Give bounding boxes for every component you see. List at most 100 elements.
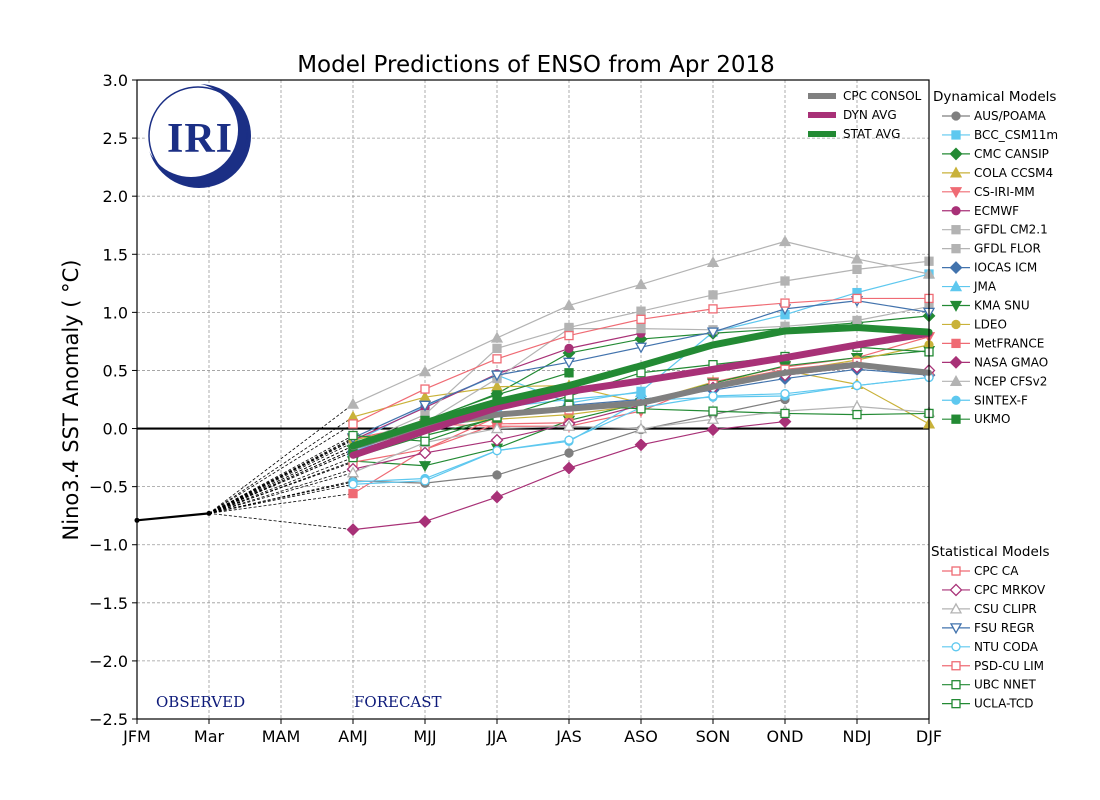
legend-label-cmc-cansip: CMC CANSIP — [974, 147, 1049, 161]
legend-item-dyn-avg: DYN AVG — [808, 108, 897, 122]
point-gfdl-cm2-1-6 — [780, 276, 790, 286]
y-tick-label-0: −2.5 — [89, 710, 128, 729]
point-gfdl-cm2-1-2 — [492, 343, 502, 354]
x-tick-label-ond: OND — [767, 727, 804, 746]
point-kma-snu-1 — [418, 461, 432, 473]
legend-label-iocas-icm: IOCAS ICM — [974, 261, 1037, 275]
y-tick-label-10: 2.5 — [103, 129, 128, 148]
x-tick-label-jfm: JFM — [122, 727, 151, 746]
point-csu-clipr-5 — [706, 412, 720, 424]
legend-label-cpc-ca: CPC CA — [974, 564, 1019, 578]
series-dyn-avg — [349, 329, 933, 459]
point-ecmwf-3 — [564, 343, 574, 354]
legend-item-psd-cu-lim: PSD-CU LIM — [942, 659, 1044, 673]
legend-label-jma: JMA — [973, 280, 997, 294]
point-ncep-cfsv2-3 — [562, 299, 576, 311]
legend-marker-bcc-csm11m — [951, 130, 961, 140]
legend-label-psd-cu-lim: PSD-CU LIM — [974, 659, 1044, 673]
legend: Dynamical Models Statistical Models CPC … — [808, 89, 1058, 711]
x-tick-label-aso: ASO — [624, 727, 658, 746]
legend-label-csu-clipr: CSU CLIPR — [974, 602, 1037, 616]
point-fsu-regr-1 — [418, 400, 432, 412]
legend-label-cpc-consol: CPC CONSOL — [843, 89, 922, 103]
legend-item-cpc-mrkov: CPC MRKOV — [942, 583, 1046, 597]
legend-label-kma-snu: KMA SNU — [974, 299, 1030, 313]
point-ucla-tcd-0 — [348, 430, 358, 441]
plot-frame — [136, 79, 930, 720]
x-tick-label-son: SON — [696, 727, 731, 746]
point-ucla-tcd-7 — [852, 409, 862, 420]
point-fsu-regr-2 — [490, 370, 504, 382]
point-nasa-gmao-4 — [634, 438, 648, 452]
point-cpc-mrkov-1 — [418, 446, 432, 460]
legend-item-kma-snu: KMA SNU — [942, 299, 1030, 313]
legend-label-stat-avg: STAT AVG — [843, 127, 900, 141]
point-ntu-coda-5 — [708, 391, 718, 401]
legend-item-ubc-nnet: UBC NNET — [942, 678, 1037, 692]
point-psd-cu-lim-1 — [420, 384, 430, 394]
connector-nasa-gmao — [208, 512, 354, 531]
y-tick-label-11: 3.0 — [103, 71, 128, 90]
x-tick-label-mjj: MJJ — [413, 727, 436, 746]
point-csu-clipr-7 — [850, 400, 864, 412]
connector-cpc-mrkov — [208, 468, 354, 514]
connector-ubc-nnet — [208, 457, 354, 514]
legend-label-sintex-f: SINTEX-F — [974, 393, 1028, 407]
logo-inner-circle — [144, 83, 238, 177]
legend-marker-ncep-cfsv2 — [949, 374, 963, 386]
legend-label-aus-poama: AUS/POAMA — [974, 109, 1047, 123]
legend-item-csu-clipr: CSU CLIPR — [942, 602, 1037, 616]
y-tick-label-4: −0.5 — [89, 478, 128, 497]
connector-cpc-ca — [208, 461, 354, 514]
legend-item-jma: JMA — [942, 280, 997, 294]
observed-forecast-connectors — [208, 403, 354, 531]
observed-label: OBSERVED — [156, 693, 245, 711]
legend-item-cpc-consol: CPC CONSOL — [808, 89, 922, 103]
point-nasa-gmao-3 — [562, 461, 576, 475]
legend-item-ukmo: UKMO — [942, 412, 1010, 426]
connector-cola-ccsm4 — [208, 416, 354, 514]
point-gfdl-cm2-1-5 — [708, 290, 718, 300]
chart-title: Model Predictions of ENSO from Apr 2018 — [297, 52, 775, 78]
legend-item-ucla-tcd: UCLA-TCD — [942, 697, 1034, 711]
iri-logo: IRI — [144, 83, 251, 188]
legend-item-ntu-coda: NTU CODA — [942, 640, 1039, 654]
legend-marker-cs-iri-mm — [949, 187, 963, 199]
logo-ring — [148, 86, 248, 186]
observed-series — [134, 510, 212, 523]
legend-marker-iocas-icm — [949, 261, 963, 275]
legend-item-iocas-icm: IOCAS ICM — [942, 261, 1037, 275]
y-tick-label-1: −2.0 — [89, 652, 128, 671]
point-ntu-coda-2 — [492, 445, 502, 456]
point-gfdl-cm2-1-4 — [636, 306, 646, 316]
observed-line — [136, 512, 210, 522]
legend-label-gfdl-cm2-1: GFDL CM2.1 — [974, 223, 1048, 237]
legend-marker-aus-poama — [951, 111, 961, 121]
point-ncep-cfsv2-6 — [778, 235, 792, 247]
legend-item-ldeo: LDEO — [942, 317, 1007, 331]
legend-item-gfdl-flor: GFDL FLOR — [942, 242, 1041, 256]
point-nasa-gmao-1 — [418, 515, 432, 528]
legend-item-cpc-ca: CPC CA — [942, 564, 1019, 578]
point-ncep-cfsv2-2 — [490, 331, 504, 343]
point-psd-cu-lim-7 — [852, 293, 862, 304]
legend-item-ncep-cfsv2: NCEP CFSv2 — [942, 374, 1047, 388]
legend-marker-gfdl-cm2-1 — [951, 225, 961, 235]
connector-ukmo — [208, 449, 354, 514]
series-line-metfrance — [352, 422, 570, 495]
legend-label-ldeo: LDEO — [974, 317, 1007, 331]
point-psd-cu-lim-6 — [780, 298, 790, 308]
legend-label-ecmwf: ECMWF — [974, 204, 1019, 218]
point-csu-clipr-3 — [562, 419, 576, 431]
series-stat-avg — [349, 323, 933, 450]
point-gfdl-cm2-1-7 — [852, 264, 862, 275]
point-ntu-coda-0 — [348, 479, 358, 489]
legend-marker-cpc-mrkov — [949, 583, 963, 597]
point-nasa-gmao-2 — [490, 490, 504, 504]
plot-border — [136, 79, 930, 720]
y-tick-label-5: 0.0 — [103, 420, 128, 439]
point-csu-clipr-2 — [490, 422, 504, 434]
point-aus-poama-3 — [564, 448, 574, 458]
x-tick-label-jja: JJA — [486, 727, 507, 746]
